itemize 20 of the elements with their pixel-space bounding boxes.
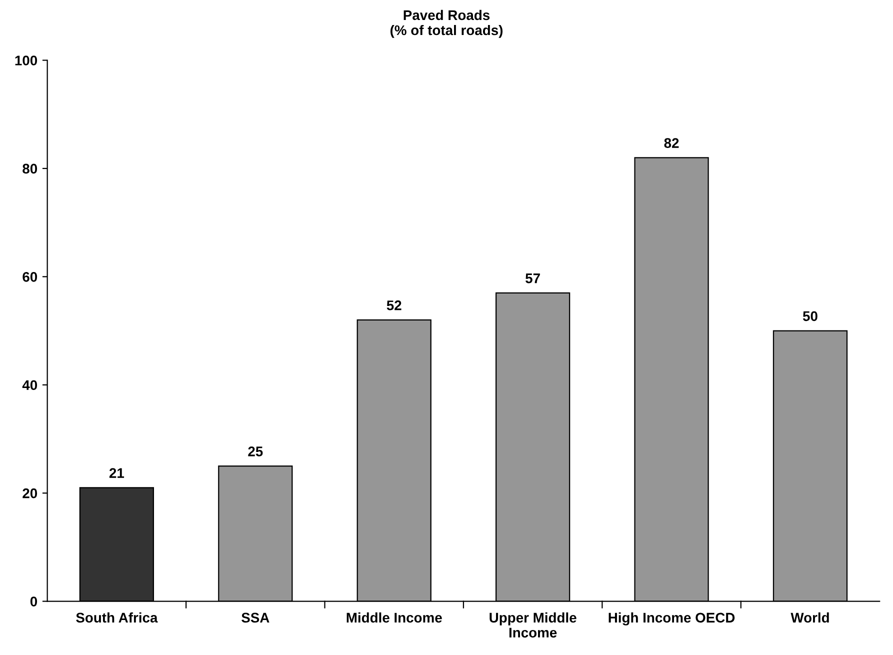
data-label: 50 (802, 311, 818, 322)
data-label: 52 (386, 300, 402, 310)
y-tick-label: 100 (15, 56, 38, 66)
x-tick-label: Upper Middle Income (490, 612, 576, 638)
x-tick-label: South Africa (76, 612, 158, 623)
y-tick-label: 20 (22, 488, 38, 498)
data-label: 57 (526, 274, 540, 284)
y-tick-label: 40 (22, 380, 38, 390)
data-label: 21 (109, 468, 124, 478)
x-tick-label: High Income OECD (608, 612, 735, 626)
x-tick-label: World (790, 612, 829, 623)
y-tick-label: 60 (22, 272, 38, 282)
chart-title: Paved Roads (404, 10, 490, 20)
data-label: 25 (248, 446, 263, 456)
x-tick-label: Middle Income (346, 612, 442, 623)
y-tick-label: 80 (22, 164, 38, 174)
data-label: 82 (664, 138, 679, 148)
y-tick-label: 0 (30, 596, 38, 606)
x-tick-label: SSA (242, 612, 270, 623)
chart-subtitle: (% of total roads) (390, 24, 503, 38)
